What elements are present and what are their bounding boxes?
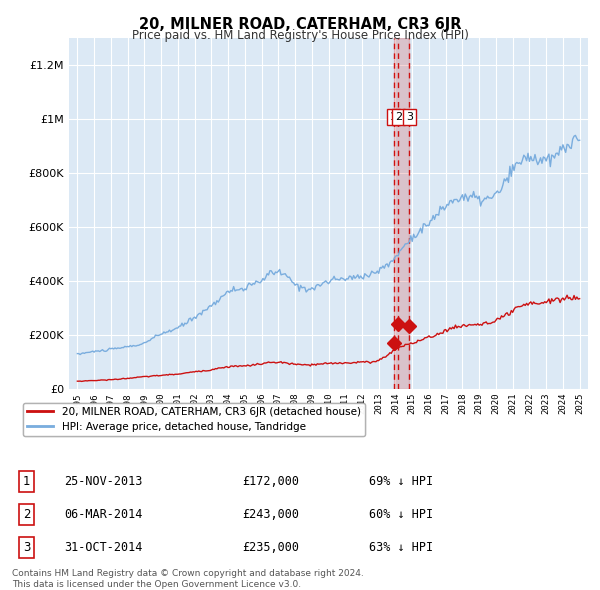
Text: 06-MAR-2014: 06-MAR-2014	[64, 508, 142, 521]
Legend: 20, MILNER ROAD, CATERHAM, CR3 6JR (detached house), HPI: Average price, detache: 20, MILNER ROAD, CATERHAM, CR3 6JR (deta…	[23, 403, 365, 436]
Bar	[394, 38, 409, 389]
Text: 63% ↓ HPI: 63% ↓ HPI	[369, 541, 433, 554]
Text: 20, MILNER ROAD, CATERHAM, CR3 6JR: 20, MILNER ROAD, CATERHAM, CR3 6JR	[139, 17, 461, 31]
Text: 1: 1	[390, 112, 397, 122]
Text: £172,000: £172,000	[242, 475, 299, 488]
Text: 69% ↓ HPI: 69% ↓ HPI	[369, 475, 433, 488]
Text: Contains HM Land Registry data © Crown copyright and database right 2024.
This d: Contains HM Land Registry data © Crown c…	[12, 569, 364, 589]
Text: 60% ↓ HPI: 60% ↓ HPI	[369, 508, 433, 521]
Text: 2: 2	[395, 112, 402, 122]
Text: £243,000: £243,000	[242, 508, 299, 521]
Text: 31-OCT-2014: 31-OCT-2014	[64, 541, 142, 554]
Text: 3: 3	[23, 541, 30, 554]
Text: 2: 2	[23, 508, 30, 521]
Text: 25-NOV-2013: 25-NOV-2013	[64, 475, 142, 488]
Text: 1: 1	[23, 475, 30, 488]
Text: £235,000: £235,000	[242, 541, 299, 554]
Text: 3: 3	[406, 112, 413, 122]
Text: Price paid vs. HM Land Registry's House Price Index (HPI): Price paid vs. HM Land Registry's House …	[131, 30, 469, 42]
